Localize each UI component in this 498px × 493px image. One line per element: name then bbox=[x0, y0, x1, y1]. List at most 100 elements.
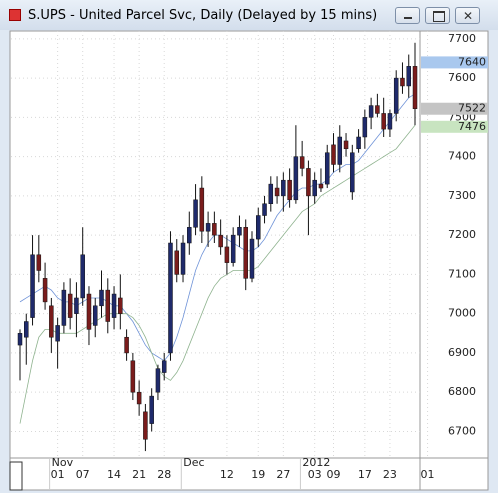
y-tick-label: 7400 bbox=[448, 150, 476, 163]
candle-body bbox=[30, 254, 35, 318]
moving-average bbox=[19, 93, 416, 362]
price-marker-label: 7640 bbox=[458, 55, 486, 68]
candle-body bbox=[74, 297, 79, 314]
candle-body bbox=[86, 293, 92, 330]
y-tick-label: 7300 bbox=[448, 189, 476, 202]
month-label: 2012 bbox=[302, 456, 330, 469]
close-button[interactable]: ✕ bbox=[455, 7, 480, 24]
candle-body bbox=[99, 289, 104, 307]
candle-body bbox=[168, 242, 173, 354]
candle-body bbox=[187, 227, 192, 244]
candle-body bbox=[237, 227, 242, 236]
month-label: Nov bbox=[52, 456, 74, 469]
y-tick-label: 6700 bbox=[448, 424, 476, 437]
x-tick-label: 17 bbox=[358, 468, 372, 481]
candle-body bbox=[224, 246, 230, 263]
candle-body bbox=[412, 66, 418, 109]
price-marker bbox=[421, 56, 488, 69]
candle-body bbox=[337, 136, 343, 165]
candle-body bbox=[406, 66, 411, 87]
minimize-button[interactable] bbox=[395, 7, 420, 24]
candle-body bbox=[387, 113, 393, 130]
candle-body bbox=[375, 105, 380, 114]
price-marker-label: 7476 bbox=[458, 120, 486, 133]
x-tick-label: 09 bbox=[327, 468, 341, 481]
x-tick-label: 28 bbox=[157, 468, 171, 481]
candle-body bbox=[249, 238, 255, 279]
x-tick-label: 23 bbox=[383, 468, 397, 481]
candle-body bbox=[243, 227, 248, 279]
candle-body bbox=[80, 254, 85, 299]
candle-body bbox=[350, 152, 355, 193]
y-tick-label: 7000 bbox=[448, 307, 476, 320]
candle-body bbox=[287, 179, 292, 201]
x-tick-label: 14 bbox=[107, 468, 121, 481]
x-tick-label: 21 bbox=[132, 468, 146, 481]
candle-body bbox=[199, 187, 205, 232]
candle-body bbox=[55, 325, 60, 342]
candle-body bbox=[161, 360, 167, 373]
candle-body bbox=[118, 297, 123, 314]
candle-body bbox=[193, 199, 198, 228]
price-marker bbox=[421, 120, 488, 133]
candle-body bbox=[356, 136, 361, 150]
candle-body bbox=[36, 254, 42, 271]
x-tick-label: 01 bbox=[421, 468, 435, 481]
candle-body bbox=[362, 117, 368, 138]
candle-body bbox=[111, 293, 117, 318]
app-icon bbox=[9, 9, 21, 21]
candle-body bbox=[92, 305, 98, 326]
candle-body bbox=[368, 105, 374, 118]
candle-body bbox=[17, 333, 23, 346]
candle-body bbox=[136, 391, 142, 405]
candle-body bbox=[393, 77, 399, 114]
y-tick-label: 7100 bbox=[448, 267, 476, 280]
candle-body bbox=[268, 183, 274, 204]
candle-body bbox=[293, 156, 299, 201]
y-tick-label: 7700 bbox=[448, 32, 476, 45]
candle-body bbox=[130, 360, 136, 393]
candle-body bbox=[174, 250, 179, 275]
candle-body bbox=[105, 289, 111, 322]
candle-body bbox=[143, 411, 148, 440]
candle-body bbox=[218, 234, 223, 248]
candle-body bbox=[343, 140, 349, 150]
candle-body bbox=[67, 293, 73, 318]
candle-body bbox=[262, 203, 267, 216]
candle-body bbox=[381, 113, 386, 130]
maximize-button[interactable] bbox=[425, 7, 450, 24]
month-label: Dec bbox=[183, 456, 204, 469]
candle-body bbox=[256, 215, 261, 240]
candle-body bbox=[61, 289, 67, 326]
y-tick-label: 6900 bbox=[448, 346, 476, 359]
candle-body bbox=[24, 321, 29, 338]
candle-body bbox=[324, 152, 330, 185]
candle-body bbox=[155, 368, 161, 393]
price-marker bbox=[421, 102, 488, 115]
y-tick-label: 7200 bbox=[448, 228, 476, 241]
scroll-box[interactable] bbox=[9, 461, 23, 491]
chart-frame bbox=[9, 30, 489, 491]
candle-body bbox=[318, 183, 324, 189]
candle-body bbox=[274, 187, 280, 197]
candle-body bbox=[212, 223, 217, 236]
y-tick-label: 7600 bbox=[448, 71, 476, 84]
candle-body bbox=[331, 144, 336, 165]
candle-body bbox=[306, 168, 311, 197]
x-tick-label: 07 bbox=[76, 468, 90, 481]
x-tick-label: 01 bbox=[51, 468, 65, 481]
candle-body bbox=[205, 223, 211, 232]
x-tick-label: 19 bbox=[251, 468, 265, 481]
window-title: S.UPS - United Parcel Svc, Daily (Delaye… bbox=[28, 8, 378, 23]
x-tick-label: 12 bbox=[220, 468, 234, 481]
candle-body bbox=[42, 278, 48, 303]
candle-body bbox=[49, 305, 54, 338]
moving-average bbox=[19, 124, 416, 424]
y-tick-label: 6800 bbox=[448, 385, 476, 398]
candle-body bbox=[400, 77, 405, 87]
x-tick-label: 27 bbox=[276, 468, 290, 481]
candle-body bbox=[230, 234, 236, 263]
candle-body bbox=[149, 395, 154, 424]
